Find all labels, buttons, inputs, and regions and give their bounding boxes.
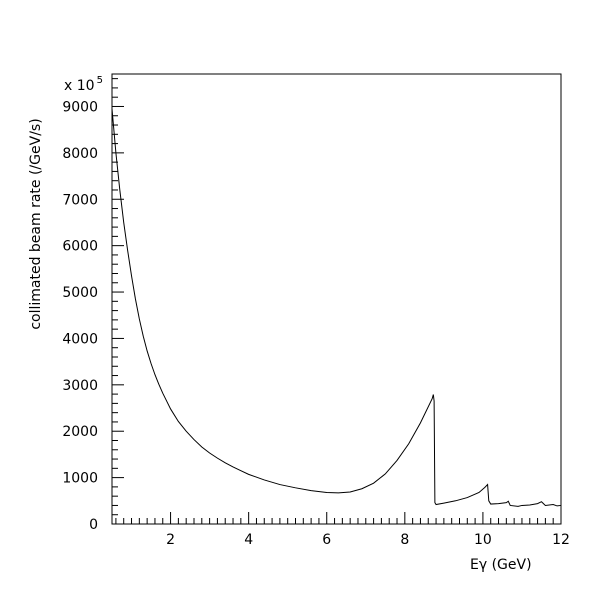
y-multiplier-label: x 10 5 bbox=[64, 75, 103, 94]
x-tick-label: 2 bbox=[166, 532, 175, 548]
y-multiplier-base: x 10 bbox=[64, 78, 95, 94]
y-tick-label: 7000 bbox=[62, 192, 98, 208]
y-axis-title: collimated beam rate (/GeV/s) bbox=[28, 118, 44, 329]
plot-frame bbox=[111, 73, 562, 525]
x-tick-label: 10 bbox=[474, 532, 492, 548]
x-tick-label: 12 bbox=[552, 532, 570, 548]
y-multiplier-exponent: 5 bbox=[97, 75, 103, 86]
y-tick-label: 1000 bbox=[62, 471, 98, 487]
y-tick-label: 5000 bbox=[62, 285, 98, 301]
x-axis-title: Eγ (GeV) bbox=[470, 557, 532, 573]
series-line bbox=[111, 108, 562, 507]
y-tick-label: 4000 bbox=[62, 331, 98, 347]
x-tick-label: 8 bbox=[400, 532, 409, 548]
y-tick-label: 6000 bbox=[62, 239, 98, 255]
x-tick-label: 4 bbox=[244, 532, 253, 548]
axis-ticks bbox=[112, 78, 562, 525]
y-tick-label: 9000 bbox=[62, 99, 98, 115]
y-tick-label: 8000 bbox=[62, 146, 98, 162]
y-tick-label: 3000 bbox=[62, 378, 98, 394]
tick-labels: 2 4 6 8 10 12 0 1000 2000 3000 4000 5000 6000 7000 800… bbox=[62, 99, 570, 548]
y-tick-label: 0 bbox=[89, 517, 98, 533]
x-tick-label: 6 bbox=[322, 532, 331, 548]
y-tick-label: 2000 bbox=[62, 424, 98, 440]
